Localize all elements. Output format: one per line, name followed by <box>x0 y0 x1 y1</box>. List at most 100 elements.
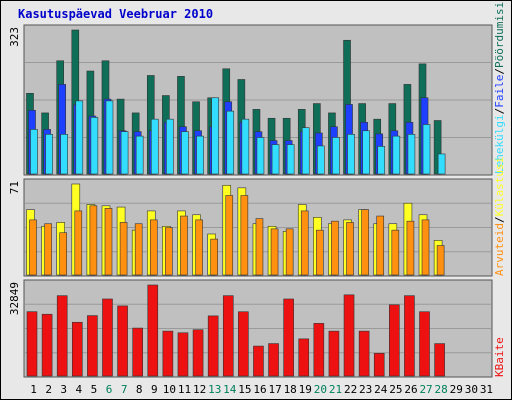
sites-bar <box>316 229 324 276</box>
pages-bar <box>166 118 174 175</box>
visits-panel: 71 <box>8 178 493 277</box>
sites-bar <box>406 220 415 276</box>
visits-legend: Arvuteid/Külastusi <box>493 157 506 276</box>
pages-bar <box>105 100 114 175</box>
sites-bar <box>104 208 113 276</box>
pages-bar <box>437 153 446 175</box>
day-label: 26 <box>404 383 417 396</box>
day-label: 31 <box>480 383 493 396</box>
kbytes-axis-max-label: 32849 <box>8 282 21 315</box>
kbytes-bar <box>313 323 325 377</box>
pages-bar <box>181 131 189 175</box>
day-label: 22 <box>344 383 357 396</box>
day-label: 23 <box>359 383 372 396</box>
legend-separator: / <box>493 68 506 75</box>
day-label: 14 <box>223 383 237 396</box>
kbytes-bar <box>117 305 128 377</box>
pages-bar <box>45 134 53 175</box>
visits-axis-max-label: 71 <box>8 181 21 194</box>
day-label: 2 <box>45 383 52 396</box>
kbytes-bar <box>389 304 400 377</box>
day-label: 28 <box>435 383 448 396</box>
hits-panel: 323 <box>8 24 493 176</box>
day-label: 11 <box>178 383 191 396</box>
kbytes-bar <box>358 330 370 377</box>
day-label: 13 <box>208 383 221 396</box>
sites-bar <box>421 219 430 276</box>
day-label: 16 <box>253 383 266 396</box>
sites-bar <box>89 205 98 276</box>
day-label: 20 <box>314 383 327 396</box>
legend-sites: Arvuteid <box>493 223 506 276</box>
day-label: 4 <box>76 383 83 396</box>
kbytes-bar <box>71 321 83 377</box>
pages-bar <box>271 144 280 175</box>
pages-bar <box>90 117 99 175</box>
pages-bar <box>135 135 144 175</box>
kbytes-bar <box>132 327 143 377</box>
kbytes-bar <box>87 315 98 377</box>
kbytes-bar <box>238 311 249 377</box>
chart-title: Kasutuspäevad Veebruar 2010 <box>18 7 213 21</box>
day-label: 3 <box>60 383 67 396</box>
day-label: 7 <box>121 383 128 396</box>
kbytes-bar <box>41 313 53 377</box>
sites-bar <box>240 195 249 276</box>
day-label: 30 <box>465 383 478 396</box>
kbytes-bar <box>404 295 415 377</box>
pages-bar <box>286 144 295 175</box>
kbytes-bar <box>283 298 294 377</box>
sites-bar <box>210 238 218 276</box>
kbytes-bar <box>222 295 234 377</box>
sites-bar <box>436 245 445 276</box>
pages-bar <box>150 118 159 175</box>
legend-separator: / <box>493 108 506 115</box>
day-label: 12 <box>193 383 206 396</box>
day-label: 27 <box>419 383 432 396</box>
sites-bar <box>331 220 339 276</box>
kbytes-bar <box>253 345 264 377</box>
day-label: 18 <box>284 383 297 396</box>
sites-bar <box>180 215 188 276</box>
pages-bar <box>226 110 235 175</box>
pages-bar <box>211 97 219 175</box>
sites-bar <box>195 219 203 276</box>
pages-bar <box>392 135 401 175</box>
day-label: 24 <box>374 383 388 396</box>
pages-bar <box>317 145 325 175</box>
legend-visits: Külastusi <box>493 157 506 217</box>
hits-legend: Lehekülgi/Faile/Pöördumisi <box>493 2 506 174</box>
sites-bar <box>285 228 294 276</box>
pages-bar <box>407 134 416 175</box>
kbytes-bar <box>268 343 279 377</box>
day-label: 9 <box>151 383 158 396</box>
pages-bar <box>241 118 250 175</box>
day-label: 8 <box>136 383 143 396</box>
pages-bar <box>377 146 386 175</box>
kbytes-legend: KBaite <box>493 337 506 377</box>
pages-bar <box>75 100 84 175</box>
sites-bar <box>361 209 369 276</box>
day-label: 17 <box>268 383 281 396</box>
sites-bar <box>165 227 173 276</box>
hits-axis-max-label: 323 <box>8 27 21 47</box>
pages-bar <box>196 135 204 175</box>
sites-bar <box>74 210 83 276</box>
kbytes-bar <box>192 329 204 377</box>
pages-bar <box>362 130 370 175</box>
day-label: 19 <box>299 383 312 396</box>
hits-bar <box>433 120 442 175</box>
kbytes-bar <box>298 338 310 377</box>
sites-bar <box>255 218 264 276</box>
sites-bar <box>44 223 52 276</box>
sites-bar <box>376 215 385 276</box>
day-labels: 1 2 3 4 5 6 7 8 9 10 11 12 13 14 15 16 17 18 19 20 21 22 23 24 2… <box>30 383 493 396</box>
pages-bar <box>60 134 68 175</box>
day-label: 6 <box>106 383 113 396</box>
kbytes-bar <box>102 298 113 377</box>
kbytes-bar <box>434 343 445 377</box>
sites-bar <box>134 223 143 276</box>
legend-kbytes: KBaite <box>493 337 506 377</box>
day-label: 10 <box>163 383 176 396</box>
